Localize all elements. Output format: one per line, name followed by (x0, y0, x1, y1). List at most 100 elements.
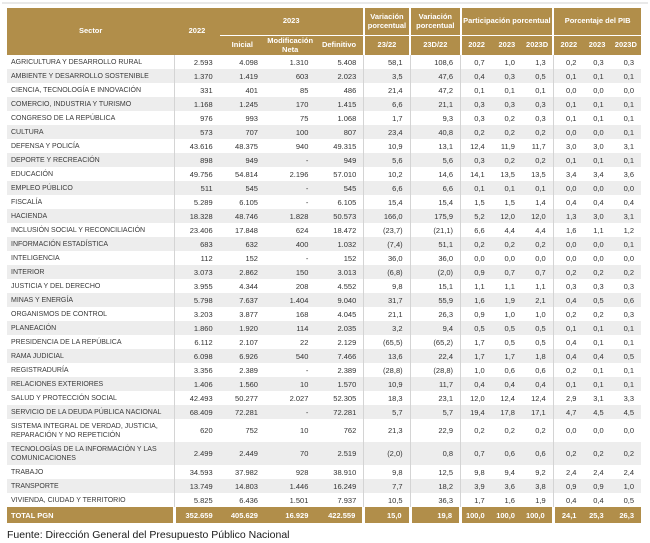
value-cell: 2.593 (173, 55, 220, 69)
value-cell: 0,3 (459, 153, 492, 167)
value-cell: 1.415 (337, 99, 357, 109)
value-cell: 48.375 (235, 141, 258, 151)
value-cell: 0,1 (552, 377, 584, 391)
value-cell: 0,5 (504, 323, 515, 333)
value-cell: 762 (343, 426, 357, 435)
value-cell: 1,1 (459, 279, 492, 293)
table-row: CIENCIA, TECNOLOGÍA E INNOVACIÓN 331 401 85… (7, 83, 641, 97)
table-row: FISCALÍA 5.289 6.105-6.105 15,4 15,4 1,5 1,5 1,… (7, 195, 641, 209)
header-group-2023: 2023 (219, 8, 364, 36)
value-cell: 6.436 (239, 495, 258, 505)
value-cell: (7,4) (363, 237, 411, 251)
value-cell: 11,7 (409, 377, 461, 391)
value-cell: 1.860 (173, 321, 220, 335)
value-cell: 898 (173, 153, 220, 167)
value-cell: 0,7 (535, 267, 546, 277)
value-cell: 0,1 (593, 323, 604, 333)
value-cell: 6,6 (459, 223, 492, 237)
sector-cell: MINAS Y ENERGÍA (11, 296, 73, 304)
value-cell: 0,5 (459, 321, 492, 335)
value-cell: 2.027 (289, 393, 309, 403)
value-cell: 0,0 (552, 237, 584, 251)
header-modificacion-neta: Modificación Neta (264, 35, 316, 55)
value-cell: 6.098 (173, 349, 220, 363)
sector-cell: REGISTRADURÍA (11, 366, 69, 374)
value-cell: 1.168 (173, 97, 220, 111)
value-cell: 0,1 (593, 155, 604, 165)
value-cell: 1,3 (552, 209, 584, 223)
value-cell: 0,1 (593, 113, 604, 123)
value-cell: 1.570 (337, 379, 357, 389)
sector-cell: ORGANISMOS DE CONTROL (11, 310, 108, 318)
value-cell: 0,1 (593, 379, 604, 389)
value-cell: 0,4 (552, 493, 584, 507)
value-cell: 1,0 (535, 309, 546, 319)
header-2022: 2022 (174, 8, 220, 55)
table-body: AGRICULTURA Y DESARROLLO RURAL 2.593 4.098… (7, 55, 641, 507)
value-cell: 7,7 (363, 479, 411, 493)
value-cell: 0,2 (504, 113, 515, 123)
table-row: AMBIENTE Y DESARROLLO SOSTENIBLE 1.370 1.4… (7, 69, 641, 83)
value-cell: 0,4 (459, 69, 492, 83)
value-cell: 0,9 (552, 479, 584, 493)
value-cell: 10,9 (363, 139, 411, 153)
value-cell: 331 (173, 83, 220, 97)
value-cell: - (305, 365, 309, 375)
total-value-cell: 405.629 (219, 507, 265, 523)
value-cell: 1.310 (289, 57, 309, 67)
value-cell: 2,9 (552, 391, 584, 405)
value-cell: 0,2 (535, 127, 546, 137)
value-cell: 707 (245, 127, 258, 137)
value-cell: 21,1 (363, 307, 411, 321)
table-row: JUSTICIA Y DEL DERECHO 3.955 4.344 208 4.552… (7, 279, 641, 293)
value-cell: 6.926 (239, 351, 258, 361)
total-label: TOTAL PGN (7, 507, 175, 523)
value-cell: 18.328 (173, 209, 220, 223)
sector-cell: AGRICULTURA Y DESARROLLO RURAL (11, 58, 143, 66)
value-cell: 0,2 (535, 239, 546, 249)
value-cell: 12,0 (531, 211, 546, 221)
value-cell: 10,9 (363, 377, 411, 391)
value-cell: 0,4 (593, 197, 604, 207)
value-cell: 0,2 (552, 442, 584, 465)
value-cell: 58,1 (363, 55, 411, 69)
value-cell: 57.010 (333, 169, 357, 179)
value-cell: 51,1 (409, 237, 461, 251)
value-cell: 10,5 (363, 493, 411, 507)
value-cell: 2.389 (337, 365, 357, 375)
value-cell: (21,1) (409, 223, 461, 237)
value-cell: 2,4 (552, 465, 584, 479)
value-cell: 0,3 (459, 97, 492, 111)
value-cell: 31,7 (363, 293, 411, 307)
value-cell: 0,0 (459, 251, 492, 265)
value-cell: 9,8 (459, 465, 492, 479)
table-row: TECNOLOGÍAS DE LA INFORMACIÓN Y LAS COMU… (7, 442, 641, 465)
value-cell: 949 (245, 155, 258, 165)
value-cell: 47,2 (409, 83, 461, 97)
table-footer: TOTAL PGN 352.659 405.629 16.929 422.559 15,… (7, 507, 641, 523)
table-row: TRABAJO 34.593 37.982 928 38.910 9,8 12,5 9,8 9,… (7, 465, 641, 479)
value-cell: 0,0 (593, 183, 604, 193)
value-cell: 0,4 (459, 377, 492, 391)
value-cell: 34.593 (173, 465, 220, 479)
value-cell: 511 (173, 181, 220, 195)
value-cell: 0,0 (623, 253, 634, 263)
value-cell: 1,7 (504, 351, 515, 361)
value-cell: 50.573 (333, 211, 357, 221)
value-cell: 1,7 (459, 493, 492, 507)
value-cell: 10 (300, 426, 309, 435)
header-group-variacion-1: Variación porcentual (362, 8, 411, 36)
value-cell: 545 (245, 183, 258, 193)
table-row: CULTURA 573 707 100 807 23,4 40,8 0,2 0,2 0,2 0,0 0… (7, 125, 641, 139)
value-cell: 2,4 (593, 467, 604, 477)
value-cell: 4.344 (239, 281, 258, 291)
value-cell: 4.098 (239, 57, 258, 67)
value-cell: 0,1 (623, 155, 634, 165)
sector-cell: INCLUSIÓN SOCIAL Y RECONCILIACIÓN (11, 226, 146, 234)
sector-cell: COMERCIO, INDUSTRIA Y TURISMO (11, 100, 132, 108)
value-cell: 0,6 (535, 365, 546, 375)
value-cell: 0,1 (623, 239, 634, 249)
value-cell: 17.848 (235, 225, 258, 235)
value-cell: 0,2 (552, 307, 584, 321)
value-cell: 208 (295, 281, 309, 291)
